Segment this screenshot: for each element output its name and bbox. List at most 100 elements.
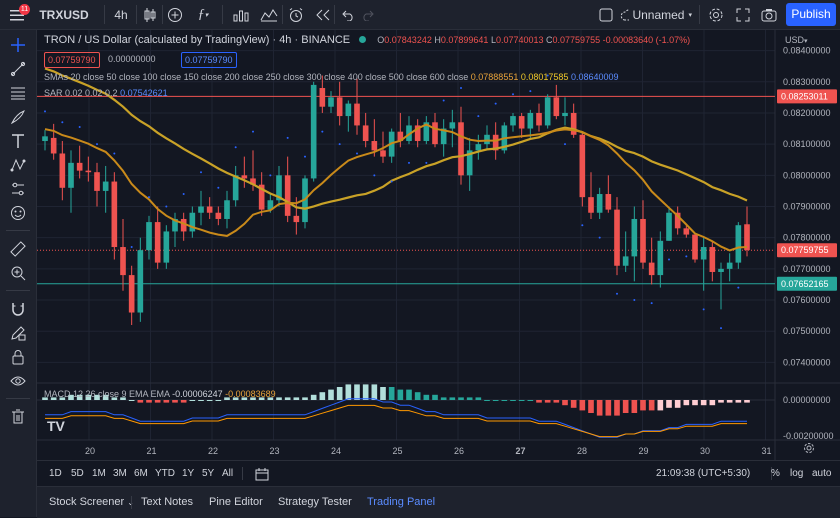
select-button[interactable] [596, 0, 616, 29]
log-scale-toggle[interactable]: log [790, 468, 804, 479]
macd-histogram-bar [397, 389, 404, 400]
currency-selector[interactable]: USD▾ [785, 35, 808, 45]
macd-histogram-bar [640, 400, 646, 411]
layout-menu[interactable]: Unnamed ▾ [620, 0, 692, 29]
buy-button[interactable]: 0.07759790 [181, 52, 237, 68]
candle-body [579, 134, 586, 198]
macd-histogram-bar [501, 400, 508, 401]
sell-button[interactable]: 0.07759790 [44, 52, 100, 68]
crosshair-tool[interactable] [6, 34, 30, 56]
candle-body [397, 131, 404, 142]
range-all[interactable]: All [222, 468, 234, 479]
candle-body [224, 200, 230, 219]
sar-dot [286, 136, 289, 139]
text-tool[interactable] [6, 130, 30, 152]
trendline-tool[interactable] [6, 58, 30, 80]
sar-dot [113, 152, 116, 155]
range-1d[interactable]: 1D [49, 468, 62, 479]
macd-histogram-bar [458, 397, 464, 400]
candle-body [215, 212, 222, 219]
candle-body [328, 97, 334, 107]
magnet-tool[interactable] [6, 298, 30, 320]
sar-dot [165, 205, 168, 208]
template-icon [260, 8, 278, 21]
alert-button[interactable] [286, 0, 306, 29]
brush-tool[interactable] [6, 106, 30, 128]
tab-text-notes[interactable]: Text Notes [141, 496, 193, 508]
redo-button[interactable] [358, 0, 378, 29]
chart-settings-button[interactable] [803, 442, 815, 457]
macd-tick-label: -0.00200000 [783, 431, 834, 441]
candle-body [172, 218, 178, 232]
candle-body [449, 122, 456, 129]
hide-drawings-tool[interactable] [6, 370, 30, 392]
macd-histogram-bar [154, 400, 161, 403]
settings-button[interactable] [706, 0, 726, 29]
macd-histogram-bar [648, 400, 655, 411]
clock-timezone[interactable]: 21:09:38 (UTC+5:30) [656, 468, 751, 479]
range-1y[interactable]: 1Y [182, 468, 195, 479]
fib-tool[interactable] [6, 82, 30, 104]
tab-strategy-tester[interactable]: Strategy Tester [278, 496, 352, 508]
macd-histogram-bar [206, 400, 213, 401]
macd-histogram-bar [718, 400, 724, 403]
fullscreen-button[interactable] [733, 0, 753, 29]
sma-legend: SMAs 20 close 50 close 100 close 150 clo… [44, 72, 619, 82]
chart-area[interactable]: 0.08400000 0.08300000 0.08200000 0.08100000… [37, 30, 840, 485]
sma-slow-line [44, 67, 748, 210]
candle-body [458, 122, 464, 176]
goto-date-button[interactable] [255, 461, 269, 486]
financials-button[interactable] [230, 0, 252, 29]
range-3m[interactable]: 3M [113, 468, 127, 479]
indicators-button[interactable]: ƒ ▾ [192, 0, 214, 29]
candle-body [198, 206, 204, 213]
pattern-tool[interactable] [6, 154, 30, 176]
snapshot-button[interactable] [759, 0, 779, 29]
range-5d[interactable]: 5D [71, 468, 84, 479]
y-tick-label: 0.07900000 [783, 202, 831, 212]
menu-button[interactable] [4, 0, 30, 29]
tab-stock-screener[interactable]: Stock Screener ⌄ [49, 487, 134, 518]
range-1m[interactable]: 1M [92, 468, 106, 479]
sar-dot [442, 99, 445, 102]
range-ytd[interactable]: YTD [155, 468, 175, 479]
tab-pine-editor[interactable]: Pine Editor [209, 496, 263, 508]
range-6m[interactable]: 6M [134, 468, 148, 479]
remove-drawings-tool[interactable] [6, 406, 30, 428]
candle-body [631, 218, 638, 257]
chart-type-button[interactable] [140, 0, 160, 29]
sar-dot [321, 130, 324, 133]
symbol-search[interactable]: TRXUSD [39, 7, 89, 22]
tab-trading-panel[interactable]: Trading Panel [367, 496, 436, 508]
chevron-down-icon: ⌄ [127, 498, 134, 507]
replay-button[interactable] [313, 0, 333, 29]
range-5y[interactable]: 5Y [202, 468, 215, 479]
candle-body [336, 97, 343, 117]
stay-in-drawing-tool[interactable] [6, 322, 30, 344]
compare-button[interactable] [165, 0, 185, 29]
icons-tool[interactable] [6, 202, 30, 224]
publish-button[interactable]: Publish [786, 3, 836, 26]
legend-interval: 4h [279, 34, 292, 46]
last-price-badge: 0.07759755 [781, 245, 829, 255]
layout-name: Unnamed [632, 7, 685, 22]
candle-body [102, 181, 109, 191]
zoom-tool[interactable] [6, 262, 30, 284]
x-tick-label: 29 [639, 446, 649, 456]
price-chart[interactable]: 0.08400000 0.08300000 0.08200000 0.08100000… [37, 30, 840, 460]
gear-icon [709, 8, 723, 21]
prediction-tool[interactable] [6, 178, 30, 200]
support-price-badge: 0.07652165 [781, 279, 829, 289]
macd-histogram-bar [345, 384, 352, 400]
lock-drawings-tool[interactable] [6, 346, 30, 368]
templates-button[interactable] [258, 0, 280, 29]
y-tick-label: 0.07700000 [783, 264, 831, 274]
auto-scale-toggle[interactable]: auto [812, 468, 832, 479]
percent-scale-toggle[interactable]: % [771, 468, 780, 479]
interval-selector[interactable]: 4h [114, 7, 128, 22]
measure-tool[interactable] [6, 238, 30, 260]
undo-button[interactable] [338, 0, 358, 29]
candle-body [85, 170, 92, 173]
macd-histogram-bar [553, 400, 560, 403]
brush-icon [10, 110, 25, 125]
